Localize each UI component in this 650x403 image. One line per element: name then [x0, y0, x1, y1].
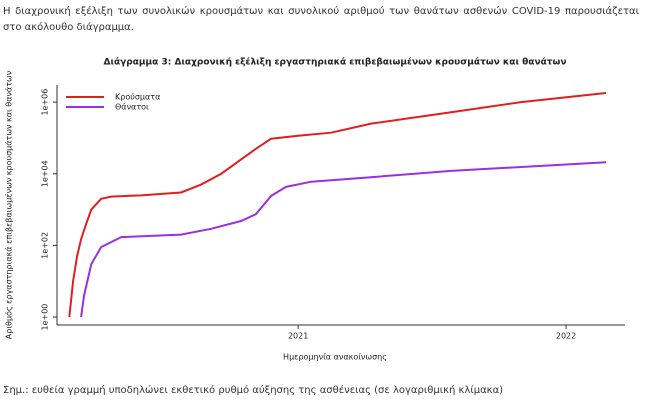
legend-label: Κρούσματα	[115, 92, 160, 102]
y-tick-label: 1e+02	[41, 232, 50, 259]
y-tick-label: 1e+04	[41, 160, 50, 187]
chart-title: Διάγραμμα 3: Διαχρονική εξέλιξη εργαστηρ…	[103, 57, 566, 68]
y-tick-label: 1e+00	[41, 304, 50, 331]
note: Σημ.: ευθεία γραμμή υποδηλώνει εκθετικό …	[3, 385, 504, 396]
x-axis-label: Ημερομηνία ανακοίνωσης	[283, 353, 387, 362]
data-line	[68, 91, 607, 318]
x-tick-label: 2021	[288, 332, 308, 341]
legend-label: Θάνατοι	[115, 103, 149, 112]
intro-text: Η διαχρονική εξέλιξη των συνολικών κρουσ…	[3, 6, 639, 33]
data-line	[80, 161, 607, 318]
y-axis-label: Αριθμός εργαστηριακά επιβεβαιωμένων κρου…	[4, 70, 14, 339]
y-tick-label: 1e+06	[41, 89, 50, 116]
x-tick-label: 2022	[556, 332, 576, 341]
chart: Διάγραμμα 3: Διαχρονική εξέλιξη εργαστηρ…	[4, 57, 625, 362]
